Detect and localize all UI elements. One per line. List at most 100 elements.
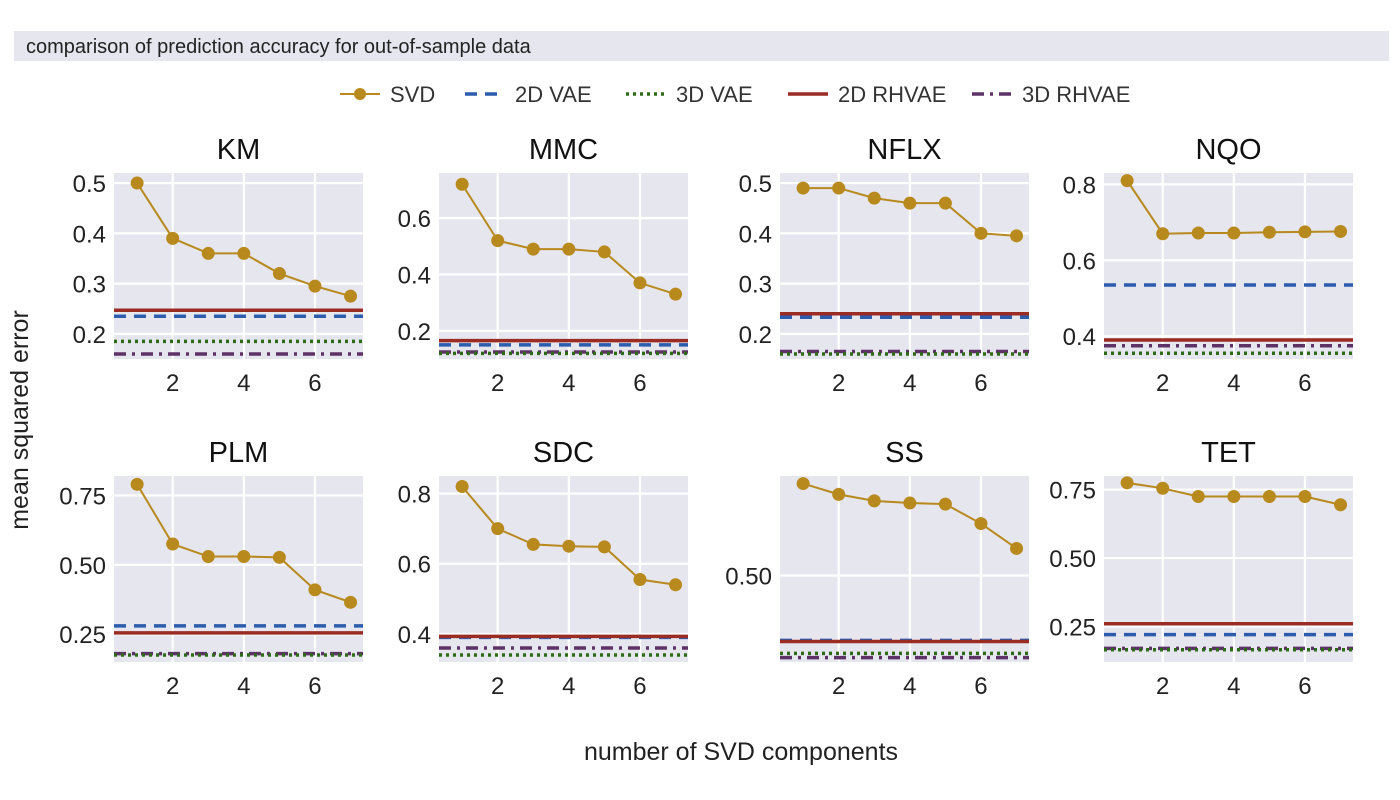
y-tick-label: 0.4 <box>398 262 431 289</box>
svd-point <box>455 177 469 191</box>
panel-title: KM <box>217 134 261 166</box>
x-tick-label: 4 <box>1227 673 1240 700</box>
y-tick-label: 0.4 <box>1063 324 1096 351</box>
svd-point <box>166 231 180 245</box>
svd-point <box>903 196 917 210</box>
x-tick-label: 6 <box>308 370 321 397</box>
svd-point <box>1120 476 1134 490</box>
panel-sdc: SDC 0.4 0.6 0.8 2 4 6 <box>398 437 688 700</box>
svd-point <box>974 517 988 531</box>
y-tick-label: 0.25 <box>59 622 106 649</box>
svd-point <box>669 578 683 592</box>
x-tick-label: 2 <box>166 370 179 397</box>
x-tick-label: 2 <box>491 673 504 700</box>
svd-point <box>1120 174 1134 188</box>
svd-point <box>201 246 215 260</box>
panel-title: PLM <box>209 437 269 469</box>
svd-point <box>166 537 180 551</box>
svd-point <box>491 234 505 248</box>
svd-point <box>237 550 251 564</box>
svd-point <box>344 289 358 303</box>
y-tick-label: 0.2 <box>398 319 431 346</box>
legend-item-2d-vae: 2D VAE <box>465 82 592 107</box>
panel-title: NFLX <box>867 134 941 166</box>
svd-point <box>526 537 540 551</box>
legend-item-3d-rhvae: 3D RHVAE <box>972 82 1130 107</box>
svd-point <box>832 487 846 501</box>
svd-point <box>491 522 505 536</box>
y-tick-label: 0.3 <box>73 272 106 299</box>
x-tick-label: 4 <box>237 370 250 397</box>
svd-point <box>974 226 988 240</box>
svd-point <box>1191 490 1205 504</box>
svd-point <box>633 573 647 587</box>
svd-point <box>272 550 286 564</box>
svd-point <box>867 191 881 205</box>
y-tick-label: 0.3 <box>739 272 772 299</box>
legend-marker <box>354 88 366 100</box>
x-tick-label: 2 <box>1156 673 1169 700</box>
legend-item-3d-vae: 3D VAE <box>626 82 753 107</box>
svd-point <box>903 496 917 510</box>
x-tick-label: 6 <box>633 673 646 700</box>
svd-point <box>1156 481 1170 495</box>
x-tick-label: 2 <box>1156 370 1169 397</box>
panel-nqo: NQO 0.4 0.6 0.8 2 4 6 <box>1063 134 1353 397</box>
svd-point <box>669 287 683 301</box>
y-tick-label: 0.6 <box>398 552 431 579</box>
svd-point <box>1227 226 1241 240</box>
panel-km: KM 0.2 0.3 0.4 0.5 2 4 6 <box>73 134 363 397</box>
svd-point <box>633 276 647 290</box>
svd-point <box>130 176 144 190</box>
svd-point <box>526 242 540 256</box>
y-tick-label: 0.50 <box>1049 546 1096 573</box>
legend-label: 2D VAE <box>515 82 592 107</box>
figure-title-bar: comparison of prediction accuracy for ou… <box>14 31 1389 61</box>
panel-title: SDC <box>533 437 594 469</box>
svd-point <box>597 540 611 554</box>
y-tick-label: 0.6 <box>1063 248 1096 275</box>
svd-point <box>272 267 286 281</box>
panel-title: MMC <box>529 134 598 166</box>
panel-tet: TET 0.25 0.50 0.75 2 4 6 <box>1049 437 1353 700</box>
y-tick-label: 0.50 <box>59 553 106 580</box>
svd-point <box>597 245 611 259</box>
y-tick-label: 0.4 <box>73 221 106 248</box>
y-tick-label: 0.8 <box>1063 172 1096 199</box>
x-tick-label: 4 <box>562 673 575 700</box>
x-tick-label: 4 <box>562 370 575 397</box>
panel-title: SS <box>885 437 924 469</box>
svd-point <box>1191 226 1205 240</box>
panels: KM 0.2 0.3 0.4 0.5 2 4 6 MMC 0.2 0.4 0.6 2 4 6 NFLX 0.2 0… <box>59 134 1353 700</box>
svd-point <box>796 477 810 491</box>
svd-point <box>562 242 576 256</box>
x-tick-label: 6 <box>974 370 987 397</box>
svd-point <box>867 494 881 508</box>
svd-point <box>832 181 846 195</box>
plot-area <box>1104 476 1353 662</box>
svd-point <box>1334 224 1348 238</box>
panel-nflx: NFLX 0.2 0.3 0.4 0.5 2 4 6 <box>739 134 1029 397</box>
x-tick-label: 4 <box>1227 370 1240 397</box>
svd-point <box>237 246 251 260</box>
x-tick-label: 6 <box>974 673 987 700</box>
svd-point <box>1227 490 1241 504</box>
svd-point <box>1334 498 1348 512</box>
plot-area <box>780 476 1029 662</box>
plot-area <box>114 476 363 662</box>
panel-plm: PLM 0.25 0.50 0.75 2 4 6 <box>59 437 363 700</box>
panel-title: NQO <box>1195 134 1261 166</box>
legend-label: SVD <box>390 82 435 107</box>
x-tick-label: 6 <box>1298 370 1311 397</box>
panel-title: TET <box>1201 437 1256 469</box>
x-tick-label: 2 <box>832 370 845 397</box>
svd-point <box>201 550 215 564</box>
y-tick-label: 0.6 <box>398 206 431 233</box>
svd-point <box>1262 490 1276 504</box>
y-tick-label: 0.25 <box>1049 614 1096 641</box>
y-tick-label: 0.2 <box>73 322 106 349</box>
plot-area <box>439 173 688 359</box>
svd-point <box>130 477 144 491</box>
y-tick-label: 0.2 <box>739 322 772 349</box>
svd-point <box>1010 229 1024 243</box>
